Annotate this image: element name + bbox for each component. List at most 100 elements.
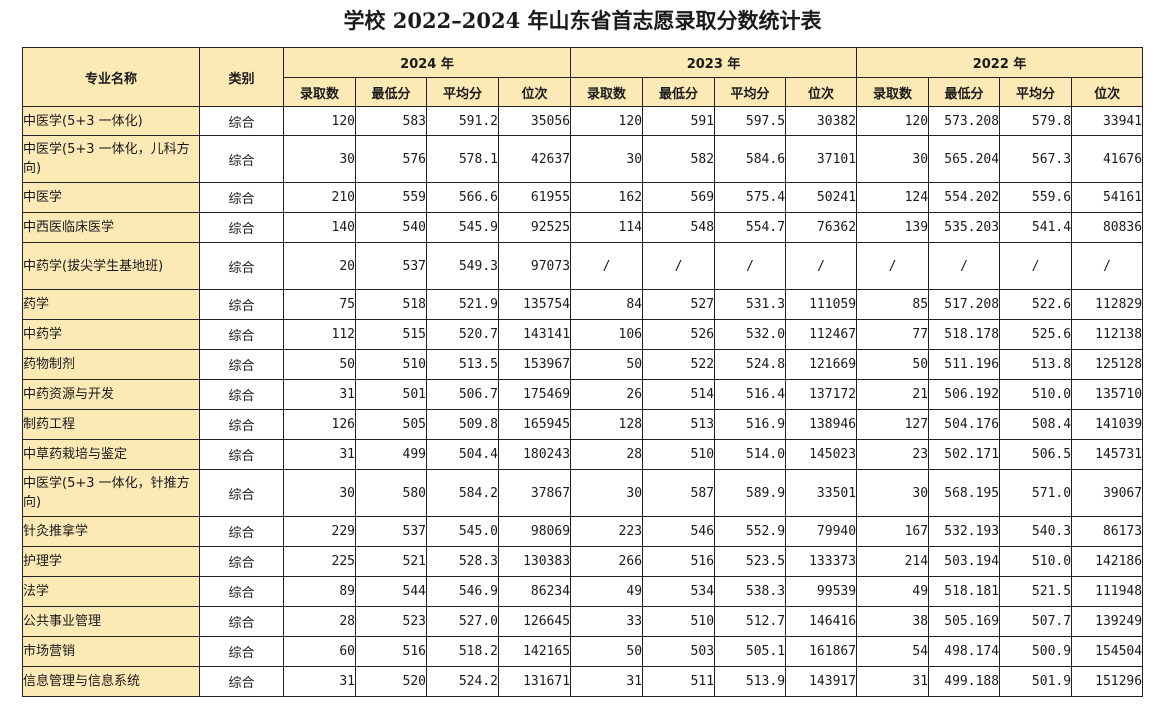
rank-cell: /: [785, 242, 858, 290]
admitted-count-cell: 49: [856, 576, 930, 607]
avg-score-cell: 532.0: [714, 319, 787, 350]
admitted-count-cell: 28: [283, 606, 356, 637]
rank-cell: 80836: [1071, 212, 1144, 243]
header-min-score: 最低分: [928, 77, 1001, 107]
admitted-count-cell: 120: [856, 106, 930, 136]
rank-cell: 61955: [497, 182, 572, 213]
major-name-cell: 针灸推拿学: [22, 516, 200, 547]
min-score-cell: 503: [642, 636, 716, 667]
admitted-count-cell: 20: [283, 242, 356, 290]
min-score-cell: 510: [355, 349, 427, 380]
rank-cell: 131671: [497, 666, 572, 697]
avg-score-cell: 554.7: [714, 212, 787, 243]
rank-cell: 112829: [1071, 289, 1144, 320]
avg-score-cell: 513.5: [426, 349, 499, 380]
admitted-count-cell: 128: [570, 409, 644, 440]
admitted-count-cell: 30: [856, 469, 930, 517]
avg-score-cell: 531.3: [714, 289, 787, 320]
admitted-count-cell: 167: [856, 516, 930, 547]
avg-score-cell: 546.9: [426, 576, 499, 607]
page-title: 学校 2022–2024 年山东省首志愿录取分数统计表: [343, 8, 822, 33]
avg-score-cell: 549.3: [426, 242, 499, 290]
admitted-count-cell: 120: [570, 106, 644, 136]
min-score-cell: 576: [355, 135, 427, 183]
table-row: 中药学 综合 112 515 520.7 143141 106 526 532.0 112467 7…: [22, 319, 1144, 350]
rank-cell: 39067: [1071, 469, 1144, 517]
rank-cell: 142186: [1071, 546, 1144, 577]
table-row: 药物制剂 综合 50 510 513.5 153967 50 522 524.8 121669 50…: [22, 349, 1144, 380]
rank-cell: 125128: [1071, 349, 1144, 380]
rank-cell: 139249: [1071, 606, 1144, 637]
avg-score-cell: 584.6: [714, 135, 787, 183]
admitted-count-cell: 225: [283, 546, 356, 577]
admitted-count-cell: 50: [570, 349, 644, 380]
avg-score-cell: 545.0: [426, 516, 499, 547]
min-score-cell: 502.171: [928, 439, 1001, 470]
min-score-cell: 569: [642, 182, 716, 213]
header-year-2023: 2023 年: [570, 47, 858, 78]
min-score-cell: 501: [355, 379, 427, 410]
header-min-score: 最低分: [355, 77, 427, 107]
avg-score-cell: 516.9: [714, 409, 787, 440]
admitted-count-cell: /: [856, 242, 930, 290]
min-score-cell: 582: [642, 135, 716, 183]
rank-cell: 165945: [497, 409, 572, 440]
rank-cell: 161867: [785, 636, 858, 667]
major-name-cell: 中药资源与开发: [22, 379, 200, 410]
category-cell: 综合: [199, 469, 284, 517]
rank-cell: 111948: [1071, 576, 1144, 607]
header-major: 专业名称: [22, 47, 200, 107]
major-name-cell: 护理学: [22, 546, 200, 577]
header-rank: 位次: [785, 77, 858, 107]
major-name-cell: 中医学(5+3 一体化，针推方向): [22, 469, 200, 517]
min-score-cell: 544: [355, 576, 427, 607]
min-score-cell: 505.169: [928, 606, 1001, 637]
avg-score-cell: 567.3: [999, 135, 1073, 183]
admitted-count-cell: 50: [283, 349, 356, 380]
avg-score-cell: 538.3: [714, 576, 787, 607]
admitted-count-cell: 26: [570, 379, 644, 410]
major-name-cell: 中医学(5+3 一体化，儿科方向): [22, 135, 200, 183]
table-row: 信息管理与信息系统 综合 31 520 524.2 131671 31 511 513.9 143…: [22, 666, 1144, 697]
table-row: 中草药栽培与鉴定 综合 31 499 504.4 180243 28 510 514.0 1450…: [22, 439, 1144, 470]
category-cell: 综合: [199, 636, 284, 667]
rank-cell: 54161: [1071, 182, 1144, 213]
min-score-cell: 523: [355, 606, 427, 637]
rank-cell: 37867: [497, 469, 572, 517]
avg-score-cell: 545.9: [426, 212, 499, 243]
rank-cell: 121669: [785, 349, 858, 380]
table-row: 制药工程 综合 126 505 509.8 165945 128 513 516.9 138946…: [22, 409, 1144, 440]
avg-score-cell: 566.6: [426, 182, 499, 213]
header-admitted-count: 录取数: [570, 77, 644, 107]
avg-score-cell: 500.9: [999, 636, 1073, 667]
min-score-cell: 503.194: [928, 546, 1001, 577]
major-name-cell: 制药工程: [22, 409, 200, 440]
rank-cell: 141039: [1071, 409, 1144, 440]
admitted-count-cell: 84: [570, 289, 644, 320]
avg-score-cell: 505.1: [714, 636, 787, 667]
major-name-cell: 中医学(5+3 一体化): [22, 106, 200, 136]
table-row: 针灸推拿学 综合 229 537 545.0 98069 223 546 552.9 79940 1…: [22, 516, 1144, 547]
table-row: 中医学(5+3 一体化) 综合 120 583 591.2 35056 120 591 597.…: [22, 106, 1144, 136]
min-score-cell: 537: [355, 242, 427, 290]
min-score-cell: 554.202: [928, 182, 1001, 213]
admitted-count-cell: 60: [283, 636, 356, 667]
min-score-cell: 540: [355, 212, 427, 243]
rank-cell: 41676: [1071, 135, 1144, 183]
rank-cell: 33941: [1071, 106, 1144, 136]
admitted-count-cell: 31: [856, 666, 930, 697]
table-row: 中西医临床医学 综合 140 540 545.9 92525 114 548 554.7 7636…: [22, 212, 1144, 243]
avg-score-cell: 506.5: [999, 439, 1073, 470]
major-name-cell: 信息管理与信息系统: [22, 666, 200, 697]
category-cell: 综合: [199, 212, 284, 243]
rank-cell: 133373: [785, 546, 858, 577]
rank-cell: 138946: [785, 409, 858, 440]
avg-score-cell: 541.4: [999, 212, 1073, 243]
min-score-cell: 506.192: [928, 379, 1001, 410]
rank-cell: 42637: [497, 135, 572, 183]
rank-cell: 135754: [497, 289, 572, 320]
min-score-cell: 573.208: [928, 106, 1001, 136]
admitted-count-cell: 140: [283, 212, 356, 243]
avg-score-cell: /: [714, 242, 787, 290]
avg-score-cell: 508.4: [999, 409, 1073, 440]
